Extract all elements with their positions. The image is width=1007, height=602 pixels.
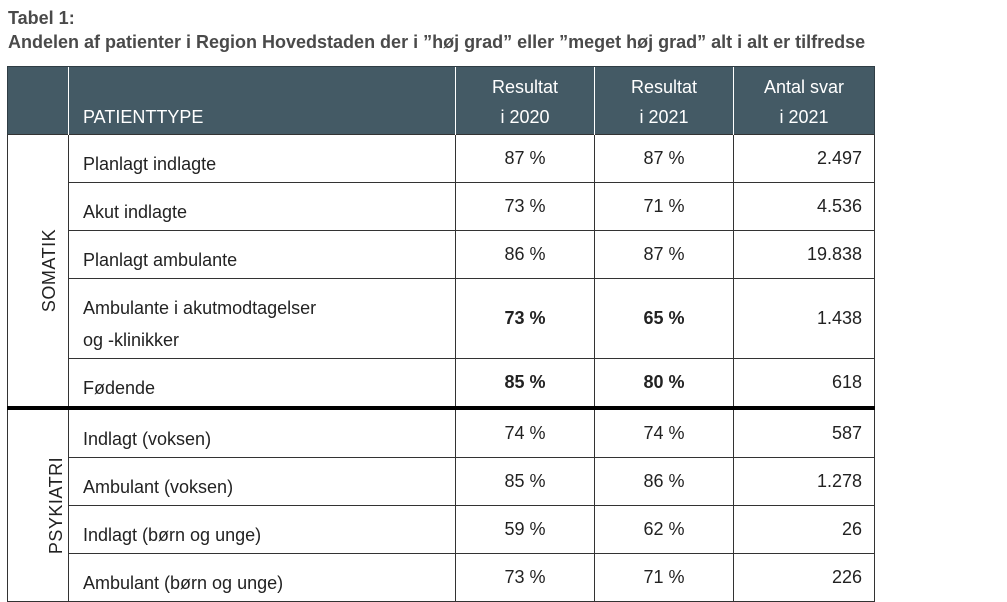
header-result-2020-line1: Resultat <box>491 77 559 97</box>
row-type: Planlagt ambulante <box>68 230 456 279</box>
group-label-psykiatri: PSYKIATRI <box>46 456 67 555</box>
row-result-2020: 74 % <box>455 406 595 458</box>
satisfaction-table: PATIENTTYPE Resultat i 2020 Resultat i 2… <box>7 66 875 602</box>
row-type: Ambulant (børn og unge) <box>68 553 456 602</box>
row-type: Ambulant (voksen) <box>68 457 456 506</box>
header-antal-svar-line2: i 2021 <box>779 107 829 127</box>
table-caption: Tabel 1: Andelen af patienter i Region H… <box>8 6 865 54</box>
row-result-2020: 73 % <box>455 182 595 231</box>
table-row: Akut indlagte 73 % 71 % 4.536 <box>8 182 875 231</box>
row-antal-svar: 4.536 <box>733 182 875 231</box>
table-number: Tabel 1: <box>8 8 75 28</box>
row-antal-svar: 587 <box>733 406 875 458</box>
header-group-cell <box>7 66 69 135</box>
row-type: Akut indlagte <box>68 182 456 231</box>
row-result-2020: 73 % <box>455 278 595 359</box>
header-result-2020-line2: i 2020 <box>500 107 550 127</box>
header-result-2020: Resultat i 2020 <box>455 66 595 135</box>
row-type-line2: og -klinikker <box>83 330 180 350</box>
row-type: Indlagt (voksen) <box>68 406 456 458</box>
row-result-2020: 73 % <box>455 553 595 602</box>
row-antal-svar: 19.838 <box>733 230 875 279</box>
table-row: Planlagt ambulante 86 % 87 % 19.838 <box>8 230 875 279</box>
row-antal-svar: 1.438 <box>733 278 875 359</box>
row-antal-svar: 1.278 <box>733 457 875 506</box>
row-result-2021: 86 % <box>594 457 734 506</box>
row-result-2020: 59 % <box>455 505 595 554</box>
header-row: PATIENTTYPE Resultat i 2020 Resultat i 2… <box>7 66 875 135</box>
group-psykiatri: PSYKIATRI <box>7 406 69 602</box>
table-row: Ambulant (børn og unge) 73 % 71 % 226 <box>8 553 875 602</box>
row-result-2021: 80 % <box>594 358 734 409</box>
row-result-2021: 62 % <box>594 505 734 554</box>
table-row: Ambulante i akutmodtagelser og -klinikke… <box>8 278 875 359</box>
row-result-2020: 86 % <box>455 230 595 279</box>
group-somatik: SOMATIK <box>7 134 69 409</box>
table-row: SOMATIK Planlagt indlagte 87 % 87 % 2.49… <box>7 134 875 409</box>
row-type: Fødende <box>68 358 456 409</box>
row-result-2021: 87 % <box>594 134 734 183</box>
row-result-2021: 71 % <box>594 182 734 231</box>
header-antal-svar-line1: Antal svar <box>763 77 845 97</box>
row-antal-svar: 618 <box>733 358 875 409</box>
row-type: Planlagt indlagte <box>68 134 456 183</box>
row-type-line1: Ambulante i akutmodtagelser <box>83 298 317 318</box>
row-result-2021: 87 % <box>594 230 734 279</box>
table-row: PSYKIATRI Indlagt (voksen) 74 % 74 % 587 <box>7 406 875 602</box>
row-antal-svar: 2.497 <box>733 134 875 183</box>
header-result-2021: Resultat i 2021 <box>594 66 734 135</box>
header-antal-svar: Antal svar i 2021 <box>733 66 875 135</box>
row-result-2020: 85 % <box>455 457 595 506</box>
row-result-2021: 74 % <box>594 406 734 458</box>
row-antal-svar: 26 <box>733 505 875 554</box>
row-result-2021: 71 % <box>594 553 734 602</box>
header-patienttype: PATIENTTYPE <box>68 66 456 135</box>
row-result-2021: 65 % <box>594 278 734 359</box>
table-row: Ambulant (voksen) 85 % 86 % 1.278 <box>8 457 875 506</box>
row-type: Indlagt (børn og unge) <box>68 505 456 554</box>
table-title: Andelen af patienter i Region Hovedstade… <box>8 32 866 52</box>
row-result-2020: 85 % <box>455 358 595 409</box>
row-result-2020: 87 % <box>455 134 595 183</box>
table-row: Indlagt (børn og unge) 59 % 62 % 26 <box>8 505 875 554</box>
group-label-somatik: SOMATIK <box>39 228 60 313</box>
row-type: Ambulante i akutmodtagelser og -klinikke… <box>68 278 456 359</box>
header-result-2021-line2: i 2021 <box>639 107 689 127</box>
header-result-2021-line1: Resultat <box>630 77 698 97</box>
row-antal-svar: 226 <box>733 553 875 602</box>
table-row: Fødende 85 % 80 % 618 <box>8 358 875 409</box>
